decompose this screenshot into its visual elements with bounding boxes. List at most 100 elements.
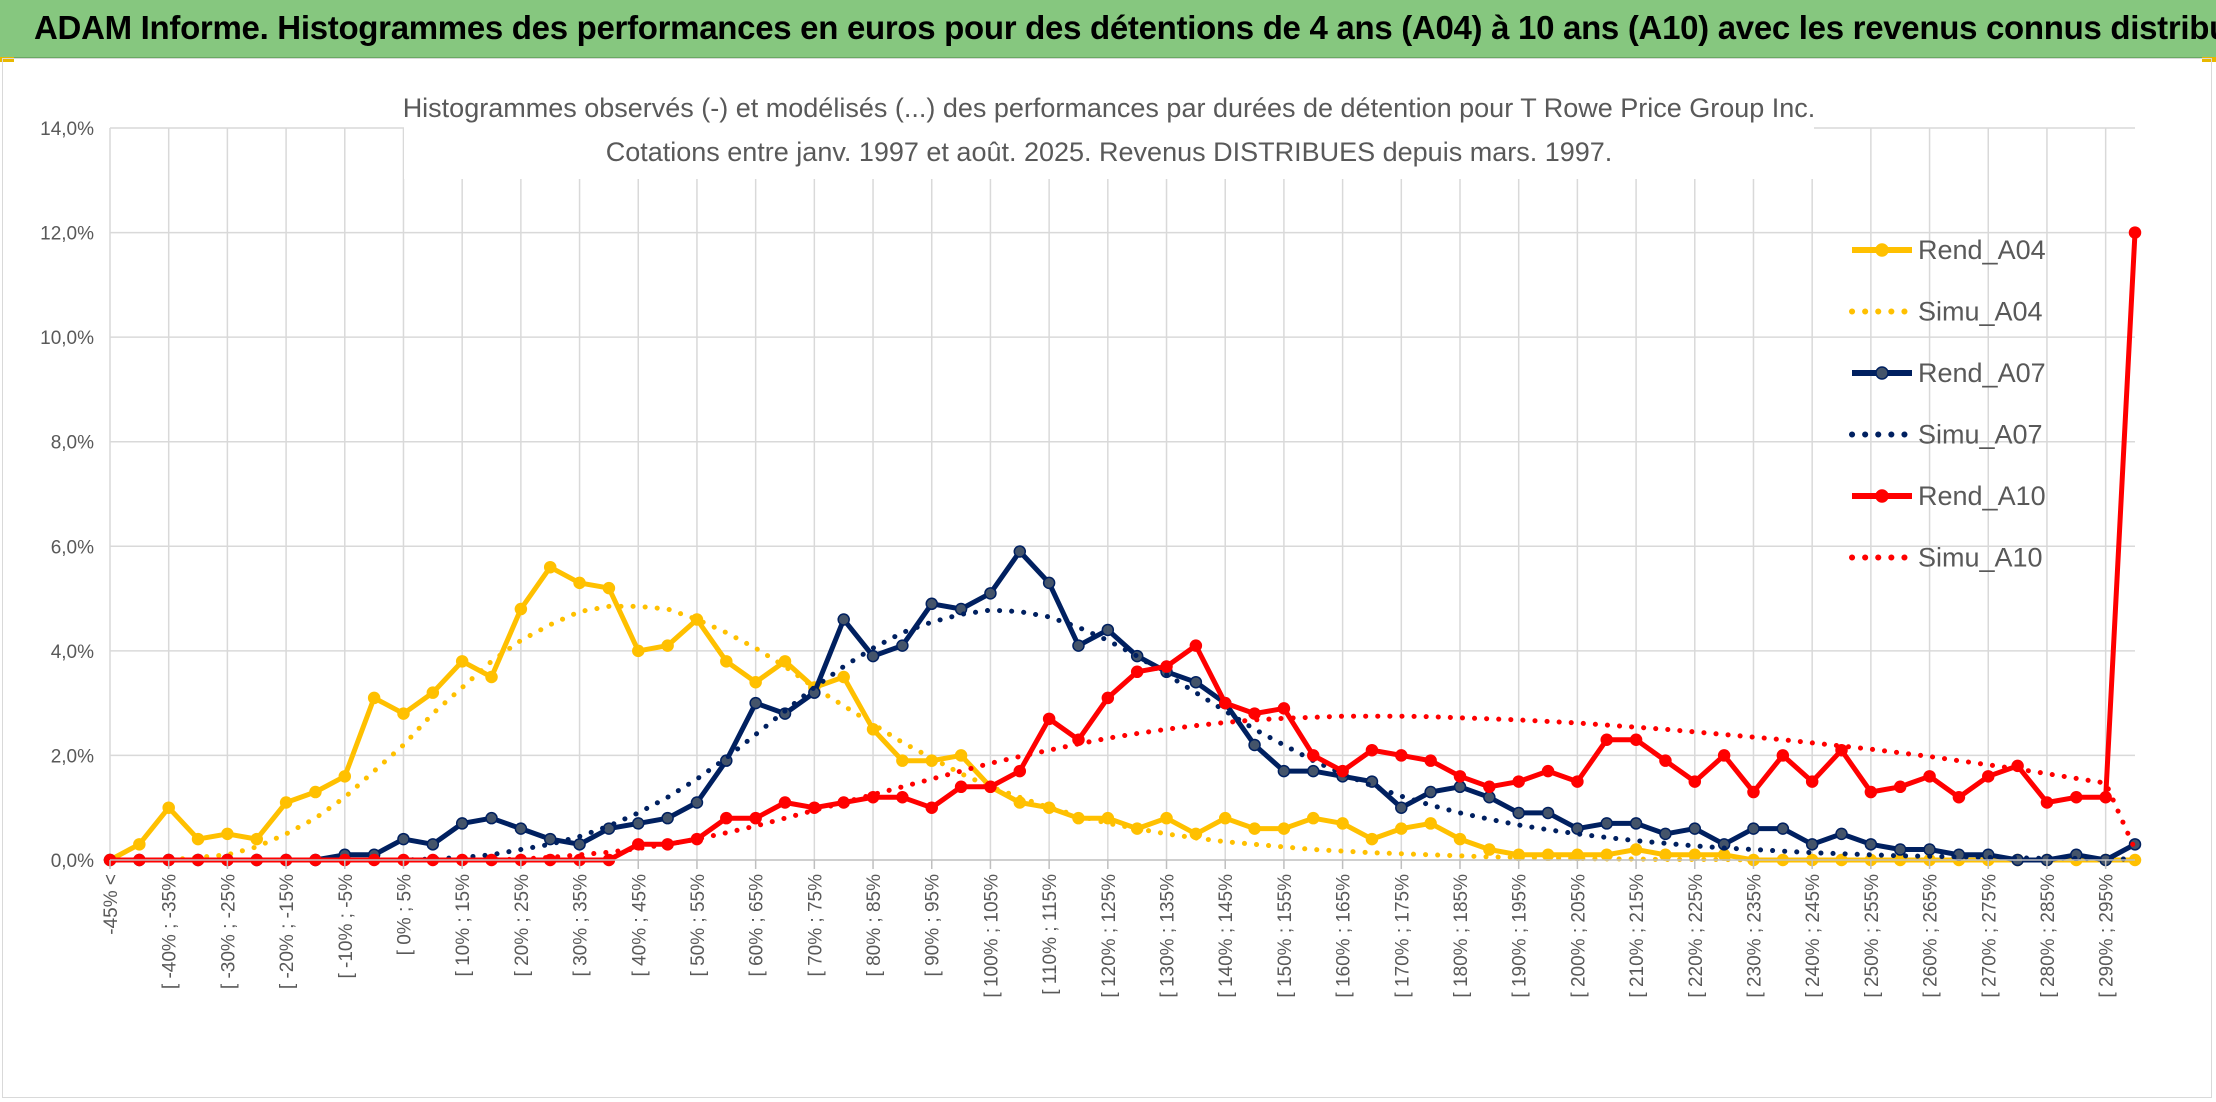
data-point-rend-a10	[720, 811, 733, 825]
data-point-rend-a04	[1424, 817, 1437, 830]
x-tick-label: [ 40% ; 45%	[629, 874, 650, 977]
x-tick-label: [ 200% ; 205%	[1568, 874, 1589, 998]
x-tick-label: -45% <	[101, 874, 122, 935]
y-tick-label: 2,0%	[51, 746, 94, 767]
x-tick-label: [ 240% ; 245%	[1803, 874, 1824, 998]
x-tick-label: [ 280% ; 285%	[2038, 874, 2059, 998]
data-point-rend-a10	[1218, 696, 1232, 710]
data-point-rend-a10	[896, 791, 909, 804]
data-point-rend-a04	[954, 749, 968, 762]
data-point-rend-a04	[1307, 811, 1320, 825]
x-tick-label: [ 30% ; 35%	[571, 874, 592, 977]
legend-marker-rend-a07	[1875, 366, 1889, 380]
data-point-rend-a07	[749, 696, 762, 710]
data-point-rend-a07	[1248, 738, 1261, 752]
x-tick-label: [ -30% ; -25%	[218, 874, 239, 989]
data-point-rend-a10	[1130, 665, 1144, 679]
data-point-rend-a04	[1101, 811, 1115, 825]
y-tick-label: 14,0%	[40, 119, 94, 140]
data-point-rend-a07	[1835, 827, 1848, 841]
data-point-rend-a07	[543, 832, 557, 846]
data-point-rend-a10	[2040, 796, 2054, 809]
legend-label-simu-a04: Simu_A04	[1918, 297, 2043, 327]
x-tick-label: [ 10% ; 15%	[453, 874, 474, 977]
legend-label-simu-a07: Simu_A07	[1918, 420, 2043, 450]
data-point-rend-a07	[690, 796, 704, 809]
data-point-rend-a10	[2070, 791, 2083, 804]
x-tick-label: [ -20% ; -15%	[277, 874, 298, 989]
x-tick-label: [ 70% ; 75%	[805, 874, 826, 977]
data-point-rend-a07	[1893, 843, 1907, 856]
data-point-rend-a04	[749, 675, 762, 689]
data-point-rend-a10	[1717, 749, 1731, 762]
data-point-rend-a07	[573, 838, 586, 851]
data-point-rend-a07	[866, 649, 880, 663]
data-point-rend-a04	[1453, 832, 1467, 846]
data-point-rend-a07	[1629, 817, 1643, 830]
x-tick-label: [ 210% ; 215%	[1627, 874, 1648, 998]
y-tick-label: 12,0%	[40, 224, 94, 245]
data-point-rend-a07	[1688, 822, 1702, 835]
data-point-rend-a04	[279, 796, 293, 809]
data-point-rend-a04	[543, 560, 557, 574]
data-point-rend-a04	[1336, 817, 1349, 830]
data-point-rend-a10	[1424, 754, 1437, 767]
report-banner: ADAM Informe. Histogrammes des performan…	[0, 0, 2216, 58]
data-point-rend-a07	[1512, 806, 1525, 820]
data-point-rend-a10	[1835, 743, 1848, 757]
data-point-rend-a10	[1013, 764, 1027, 778]
x-tick-label: [ 180% ; 185%	[1451, 874, 1472, 998]
data-point-rend-a10	[1336, 764, 1349, 778]
x-tick-label: [ 90% ; 95%	[923, 874, 944, 977]
y-tick-label: 8,0%	[51, 433, 94, 454]
data-point-rend-a10	[1365, 743, 1379, 757]
data-point-rend-a04	[573, 576, 586, 590]
y-tick-label: 0,0%	[51, 851, 94, 872]
data-point-rend-a07	[397, 832, 410, 846]
data-point-rend-a10	[1805, 775, 1819, 788]
x-tick-label: [ 230% ; 235%	[1744, 874, 1765, 998]
data-point-rend-a10	[1160, 660, 1173, 673]
data-point-rend-a10	[1189, 639, 1203, 652]
data-point-rend-a10	[778, 796, 792, 809]
data-point-rend-a07	[1424, 785, 1437, 799]
chart-title-line-2: Cotations entre janv. 1997 et août. 2025…	[606, 137, 1613, 167]
data-point-rend-a04	[397, 707, 410, 720]
data-point-rend-a10	[1688, 775, 1702, 788]
axis-layer: 0,0% 2,0% 4,0% 6,0% 8,0% 10,0% 12,0% 14,0% -45% …	[40, 119, 2135, 998]
x-tick-label: [ 290% ; 295%	[2097, 874, 2118, 998]
legend-label-rend-a07: Rend_A07	[1918, 358, 2046, 388]
chart-title-line-1: Histogrammes observés (-) et modélisés (…	[403, 93, 1816, 123]
x-tick-label: [ 0% ; 5%	[394, 874, 415, 955]
data-point-rend-a10	[1042, 712, 1056, 726]
data-point-rend-a04	[896, 754, 909, 767]
data-point-rend-a04	[632, 644, 645, 658]
data-point-rend-a04	[309, 785, 322, 799]
data-point-rend-a04	[837, 670, 850, 684]
data-point-rend-a10	[984, 780, 997, 794]
data-point-rend-a10	[1541, 764, 1555, 778]
data-point-rend-a07	[1395, 801, 1408, 814]
data-point-rend-a07	[1923, 843, 1936, 856]
data-point-rend-a07	[925, 597, 938, 611]
corner-accent-left	[0, 57, 14, 62]
data-point-rend-a07	[1805, 838, 1819, 851]
data-point-rend-a04	[1395, 822, 1408, 835]
data-point-rend-a07	[1072, 639, 1085, 652]
data-point-rend-a04	[925, 754, 938, 767]
data-point-rend-a10	[1923, 770, 1936, 783]
data-point-rend-a04	[133, 838, 146, 851]
series-line-rend-a04	[108, 564, 2135, 863]
data-point-rend-a07	[1042, 576, 1056, 590]
data-point-rend-a04	[514, 602, 528, 616]
data-point-rend-a10	[1571, 775, 1584, 788]
data-point-rend-a04	[866, 723, 880, 736]
report-title: ADAM Informe. Histogrammes des performan…	[34, 9, 2216, 46]
data-point-rend-a10	[749, 811, 762, 825]
data-point-rend-a04	[191, 832, 205, 846]
legend-label-rend-a04: Rend_A04	[1918, 235, 2046, 265]
legend-marker-rend-a10	[1875, 489, 1889, 503]
y-tick-label: 6,0%	[51, 537, 94, 558]
data-point-rend-a04	[367, 691, 381, 705]
